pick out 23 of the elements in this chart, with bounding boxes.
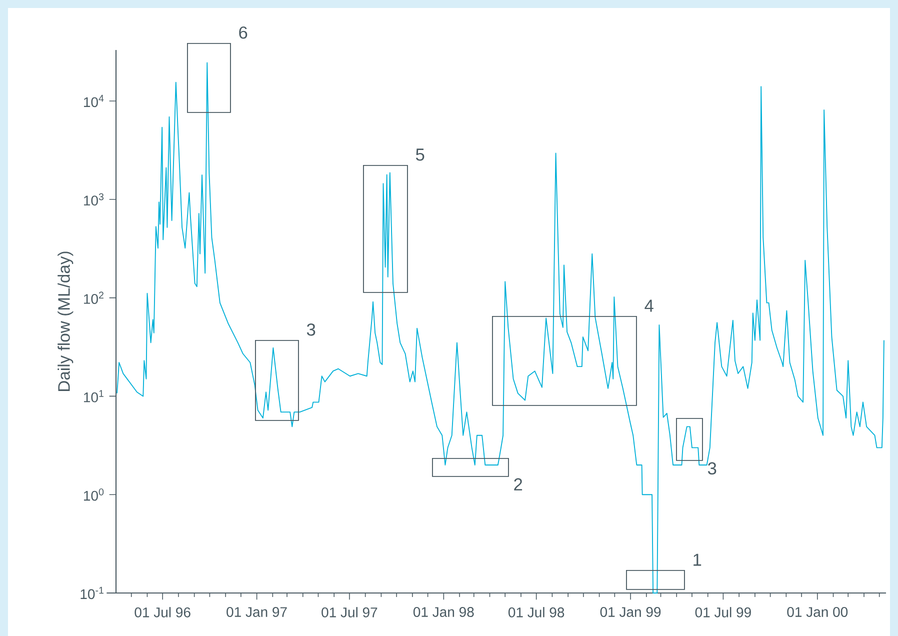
annotation: 4: [644, 300, 654, 312]
x-tick-label: 01 Jul 96: [134, 607, 190, 618]
annotation: 1: [694, 554, 702, 566]
y-tick-label: 10$^{0}$: [84, 488, 104, 501]
x-tick-label: 01 Jul 99: [695, 607, 751, 618]
x-tick-label: 01 Jul 97: [322, 607, 378, 618]
annotation: 2: [514, 478, 522, 490]
x-tick-label: 01 Jul 98: [508, 607, 564, 618]
annotation: 3: [306, 323, 316, 336]
annotation: 3: [708, 462, 716, 475]
y-tick-label: 10$^{1}$: [84, 390, 104, 402]
x-tick-label: 01 Jan 99: [600, 607, 661, 617]
x-tick-label: 01 Jan 00: [787, 607, 848, 617]
y-tick-label: 10$^{2}$: [84, 292, 104, 304]
y-tick-label: 10$^{3}$: [84, 193, 104, 206]
x-tick-label: 01 Jan 97: [226, 607, 287, 617]
x-tick-label: 01 Jan 98: [413, 607, 474, 617]
y-tick-label: 10$^{-1}$: [80, 586, 104, 600]
y-axis-title: Daily flow (ML/day): [58, 252, 74, 391]
text: 6: [239, 26, 248, 39]
annotation: 5: [416, 148, 424, 161]
line-series: [116, 62, 884, 594]
y-tick-label: 10$^{4}$: [84, 94, 104, 108]
